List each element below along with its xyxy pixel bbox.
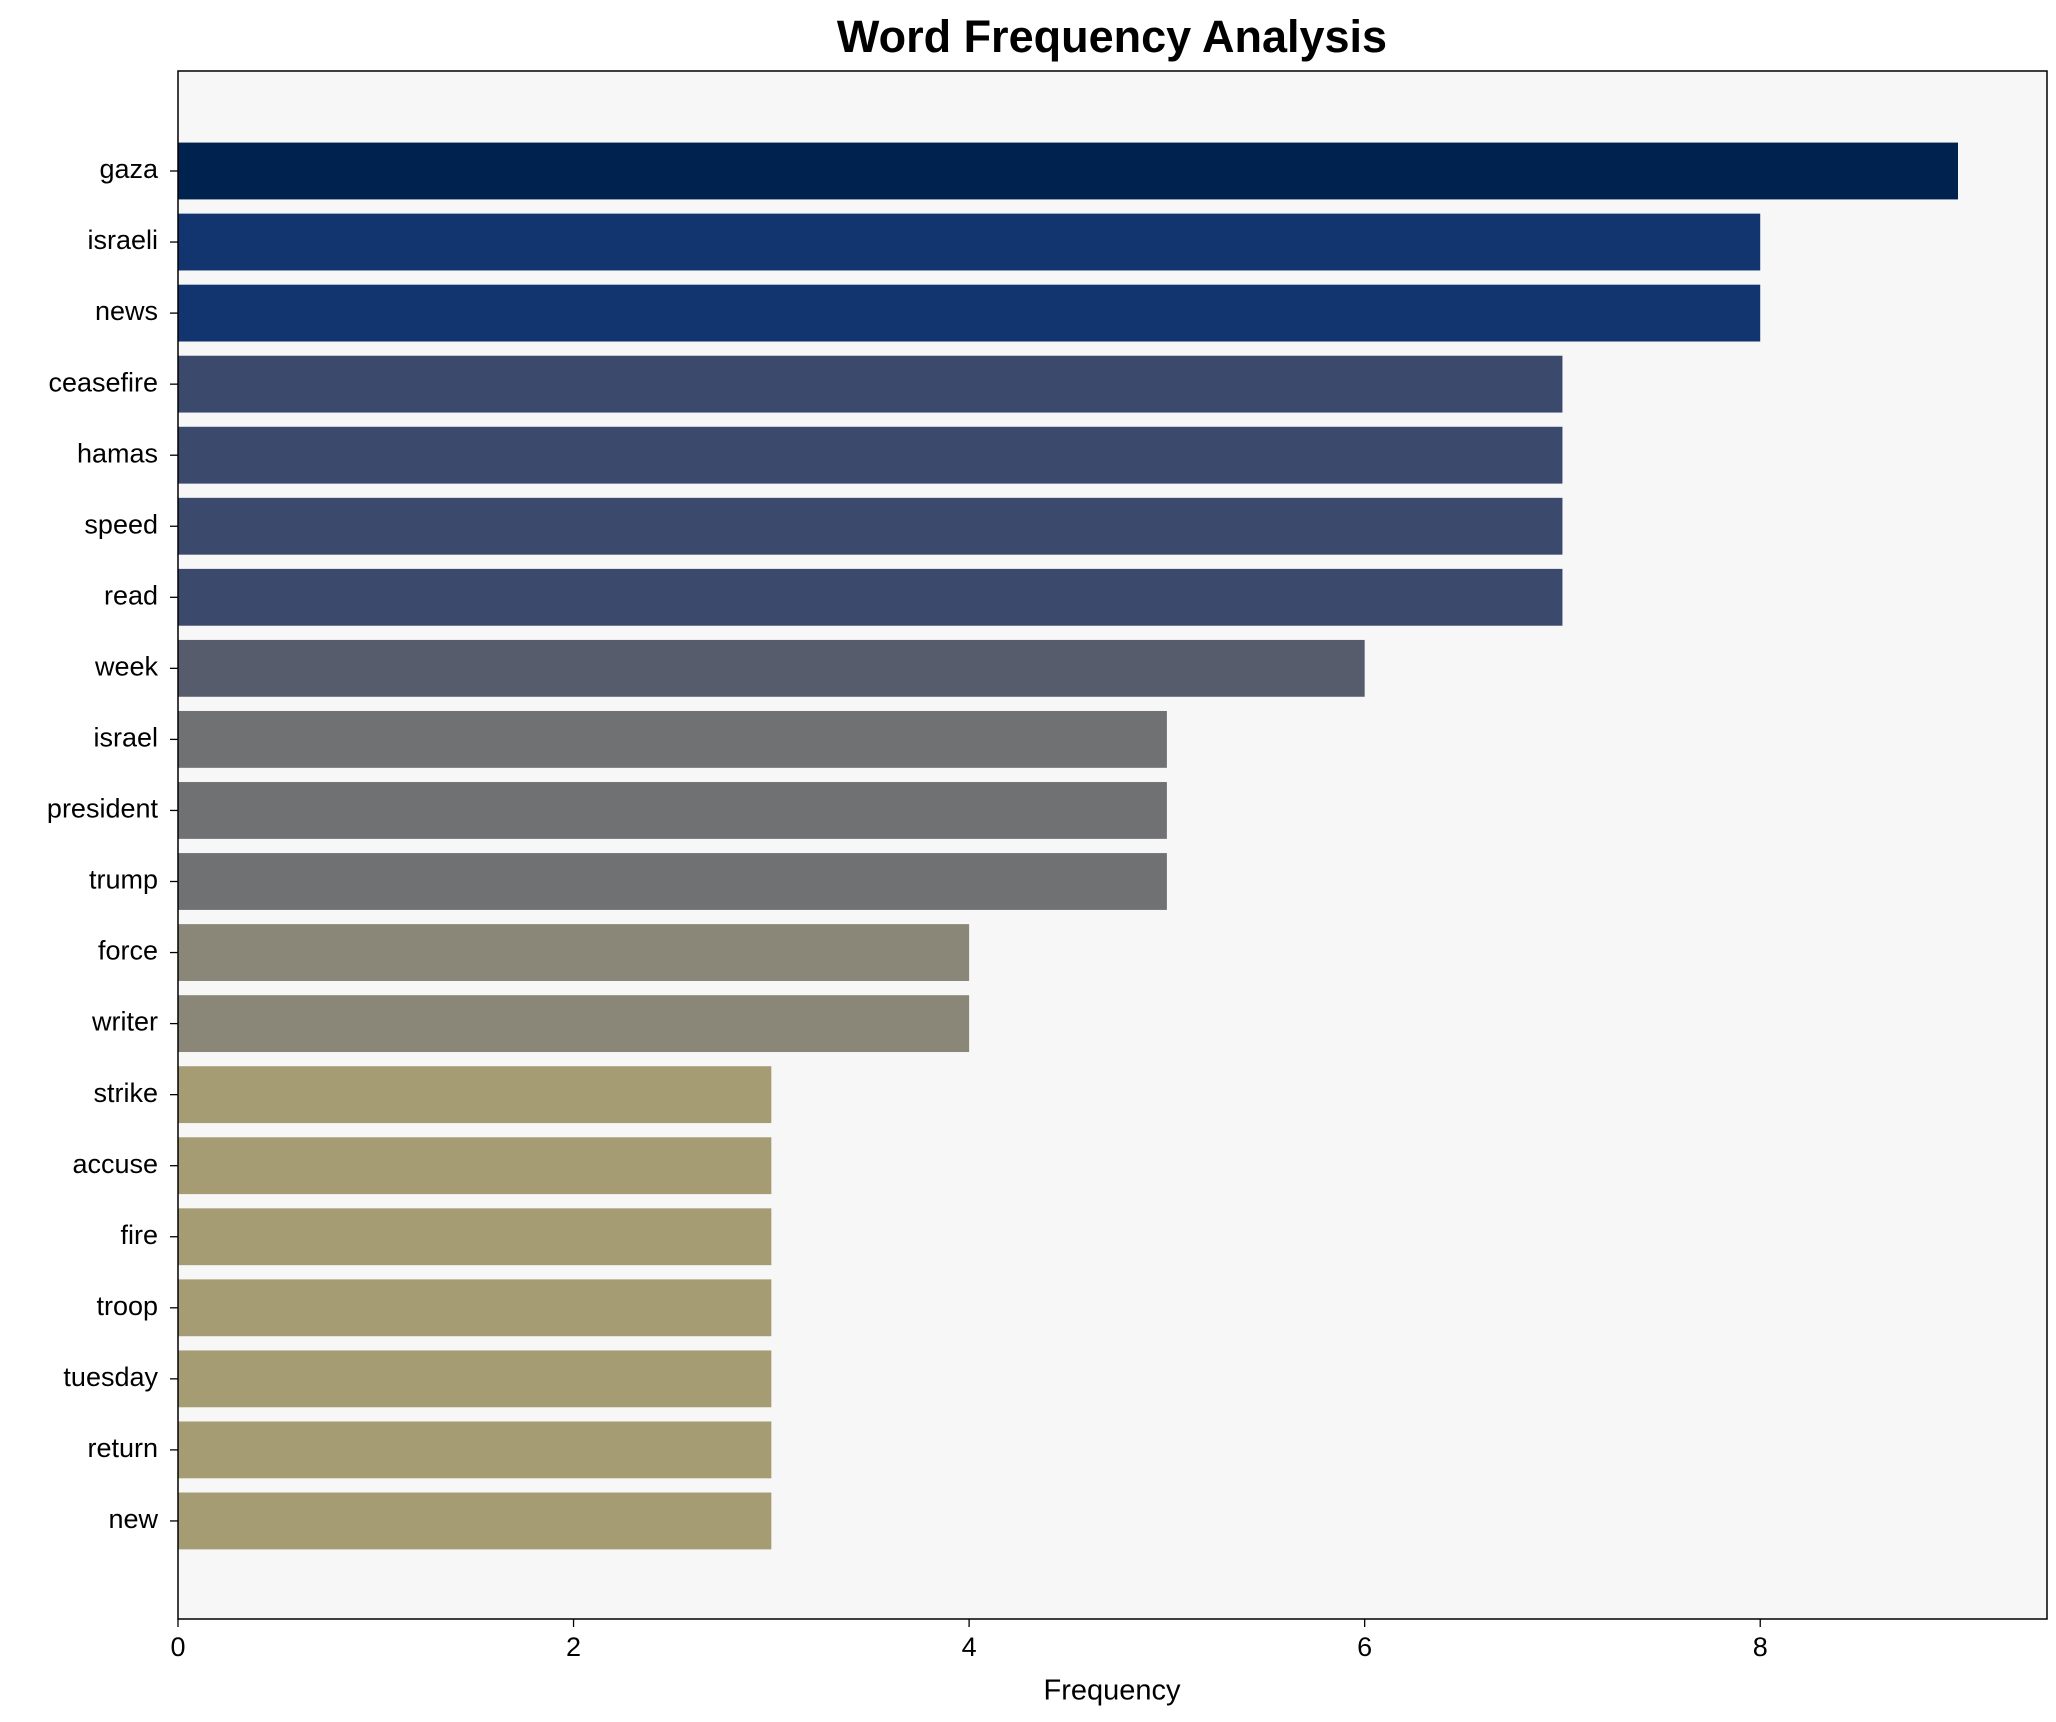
bar: [178, 639, 1365, 697]
y-tick-label: news: [95, 296, 158, 326]
y-tick-label: read: [104, 580, 158, 610]
y-tick-label: israel: [93, 723, 158, 753]
x-tick-label: 8: [1753, 1632, 1768, 1662]
chart-title: Word Frequency Analysis: [837, 11, 1387, 62]
y-tick-label: gaza: [99, 154, 159, 184]
bar: [178, 213, 1761, 271]
y-tick-label: week: [94, 651, 159, 681]
y-tick-label: troop: [96, 1291, 158, 1321]
bar: [178, 1137, 772, 1195]
y-tick-label: hamas: [77, 438, 158, 468]
bar: [178, 426, 1563, 484]
bar: [178, 355, 1563, 413]
y-tick-label: accuse: [72, 1149, 158, 1179]
y-tick-label: trump: [89, 865, 158, 895]
y-tick-label: force: [98, 936, 158, 966]
bar: [178, 284, 1761, 342]
bar: [178, 710, 1167, 768]
plot-frame: [177, 70, 2048, 1620]
bar: [178, 782, 1167, 839]
y-tick-label: fire: [120, 1220, 158, 1250]
bar: [178, 568, 1563, 626]
bar: [178, 853, 1167, 910]
y-tick-label: strike: [93, 1078, 158, 1108]
y-tick-label: return: [87, 1433, 158, 1463]
x-tick-label: 4: [962, 1632, 977, 1662]
bar: [178, 1208, 772, 1266]
bar: [178, 1279, 772, 1337]
bar: [178, 1421, 772, 1479]
x-tick-label: 2: [566, 1632, 581, 1662]
bar: [178, 995, 970, 1053]
y-tick-label: speed: [84, 509, 158, 539]
y-tick-label: ceasefire: [48, 367, 158, 397]
bar: [178, 497, 1563, 555]
bar: [178, 142, 1958, 200]
y-tick-label: president: [47, 794, 159, 824]
bar: [178, 1066, 772, 1124]
x-tick-label: 6: [1357, 1632, 1372, 1662]
bar: [178, 1350, 772, 1408]
y-tick-label: writer: [91, 1007, 158, 1037]
bar: [178, 1492, 772, 1550]
y-tick-label: new: [108, 1504, 158, 1534]
x-tick-label: 0: [170, 1632, 185, 1662]
bar: [178, 924, 970, 981]
y-tick-label: israeli: [87, 225, 158, 255]
y-tick-label: tuesday: [63, 1362, 158, 1392]
x-axis-label: Frequency: [1043, 1675, 1181, 1707]
